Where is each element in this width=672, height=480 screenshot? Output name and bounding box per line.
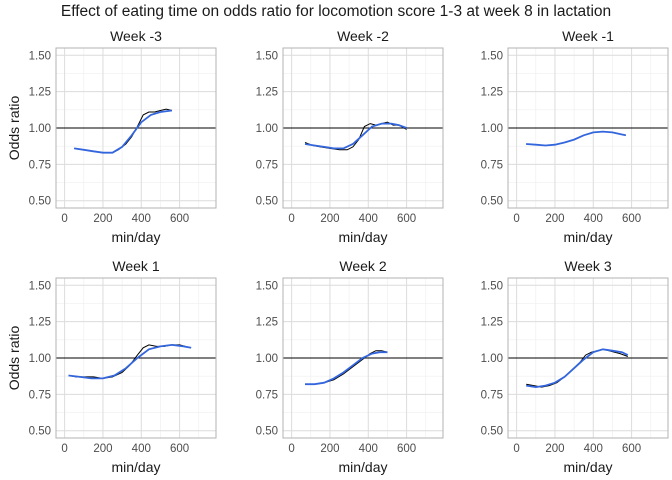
y-tick-label: 1.00 xyxy=(481,123,503,135)
x-tick-label: 600 xyxy=(170,443,189,455)
y-tick-label: 0.75 xyxy=(481,159,503,171)
x-axis-title: min/day xyxy=(338,459,387,475)
x-tick-label: 600 xyxy=(397,213,416,225)
x-tick-label: 400 xyxy=(584,443,603,455)
x-tick-label: 0 xyxy=(61,443,67,455)
x-tick-label: 600 xyxy=(622,443,641,455)
y-tick-label: 0.50 xyxy=(481,196,503,208)
y-tick-label: 0.75 xyxy=(29,159,51,171)
panel-border xyxy=(507,47,669,209)
y-tick-label: 0.50 xyxy=(481,426,503,438)
x-axis-title: min/day xyxy=(338,229,387,245)
panel-border xyxy=(282,47,444,209)
y-tick-label: 1.50 xyxy=(29,280,51,292)
panel-border xyxy=(507,277,669,439)
x-tick-label: 400 xyxy=(359,443,378,455)
smooth-series-line xyxy=(304,122,407,150)
y-tick-label: 1.50 xyxy=(481,50,503,62)
panel-1: Week -3 0 200 400 600 0.50 0.75 1.00 1.25 1.50 min… xyxy=(6,28,217,245)
x-tick-label: 600 xyxy=(622,213,641,225)
y-tick-label: 1.25 xyxy=(256,87,278,99)
y-tick-label: 0.75 xyxy=(256,389,278,401)
x-tick-label: 400 xyxy=(584,213,603,225)
x-tick-label: 0 xyxy=(288,443,294,455)
y-axis-title: Odds ratio xyxy=(6,95,22,160)
x-axis-title: min/day xyxy=(111,459,160,475)
panel-title: Week -2 xyxy=(337,28,389,44)
y-tick-label: 1.50 xyxy=(256,50,278,62)
y-tick-label: 0.50 xyxy=(29,426,51,438)
panel-2: Week -2 0 200 400 600 0.50 0.75 1.00 1.25 1.50 min… xyxy=(256,28,444,245)
x-tick-label: 200 xyxy=(93,443,112,455)
panel-border xyxy=(282,277,444,439)
panel-5: Week 2 0 200 400 600 0.50 0.75 1.00 1.25 1.50 min/… xyxy=(256,258,444,475)
x-tick-label: 200 xyxy=(320,213,339,225)
y-tick-label: 1.00 xyxy=(29,353,51,365)
y-tick-label: 1.00 xyxy=(256,353,278,365)
y-tick-label: 0.75 xyxy=(481,389,503,401)
y-tick-label: 0.50 xyxy=(256,426,278,438)
panel-title: Week 3 xyxy=(564,258,611,274)
x-tick-label: 400 xyxy=(359,213,378,225)
panel-title: Week 1 xyxy=(112,258,159,274)
raw-series-line xyxy=(68,344,192,379)
y-tick-label: 1.25 xyxy=(29,317,51,329)
panel-title: Week 2 xyxy=(339,258,386,274)
y-tick-label: 0.50 xyxy=(256,196,278,208)
smooth-series-line xyxy=(526,348,629,389)
x-tick-label: 0 xyxy=(288,213,294,225)
y-tick-label: 1.00 xyxy=(29,123,51,135)
x-tick-label: 600 xyxy=(397,443,416,455)
y-axis-title: Odds ratio xyxy=(6,325,22,390)
y-tick-label: 1.25 xyxy=(29,87,51,99)
raw-series-line xyxy=(305,350,388,385)
smooth-series-line xyxy=(68,343,192,380)
x-tick-label: 600 xyxy=(170,213,189,225)
x-axis-title: min/day xyxy=(563,229,612,245)
y-tick-label: 1.00 xyxy=(256,123,278,135)
smooth-series-line xyxy=(526,130,626,147)
x-tick-label: 200 xyxy=(545,213,564,225)
y-tick-label: 0.50 xyxy=(29,196,51,208)
x-tick-label: 200 xyxy=(545,443,564,455)
x-axis-title: min/day xyxy=(563,459,612,475)
smooth-series-line xyxy=(74,109,173,154)
x-tick-label: 400 xyxy=(132,213,151,225)
y-tick-label: 1.00 xyxy=(481,353,503,365)
y-tick-label: 1.25 xyxy=(481,317,503,329)
x-tick-label: 0 xyxy=(61,213,67,225)
panel-title: Week -3 xyxy=(110,28,162,44)
y-tick-label: 1.50 xyxy=(29,50,51,62)
panel-border xyxy=(55,47,217,209)
y-tick-label: 1.25 xyxy=(481,87,503,99)
y-tick-label: 1.25 xyxy=(256,317,278,329)
x-tick-label: 0 xyxy=(513,213,519,225)
y-tick-label: 0.75 xyxy=(29,389,51,401)
x-tick-label: 200 xyxy=(320,443,339,455)
x-axis-title: min/day xyxy=(111,229,160,245)
panel-border xyxy=(55,277,217,439)
chart-title: Effect of eating time on odds ratio for … xyxy=(60,3,612,20)
smooth-series-line xyxy=(305,351,388,386)
panel-3: Week -1 0 200 400 600 0.50 0.75 1.00 1.25 1.50 min… xyxy=(481,28,669,245)
x-tick-label: 0 xyxy=(513,443,519,455)
x-tick-label: 400 xyxy=(132,443,151,455)
panel-4: Week 1 0 200 400 600 0.50 0.75 1.00 1.25 1.50 min/… xyxy=(6,258,217,475)
panel-6: Week 3 0 200 400 600 0.50 0.75 1.00 1.25 1.50 min/… xyxy=(481,258,669,475)
x-tick-label: 200 xyxy=(93,213,112,225)
y-tick-label: 0.75 xyxy=(256,159,278,171)
panel-title: Week -1 xyxy=(562,28,614,44)
y-tick-label: 1.50 xyxy=(481,280,503,292)
y-tick-label: 1.50 xyxy=(256,280,278,292)
